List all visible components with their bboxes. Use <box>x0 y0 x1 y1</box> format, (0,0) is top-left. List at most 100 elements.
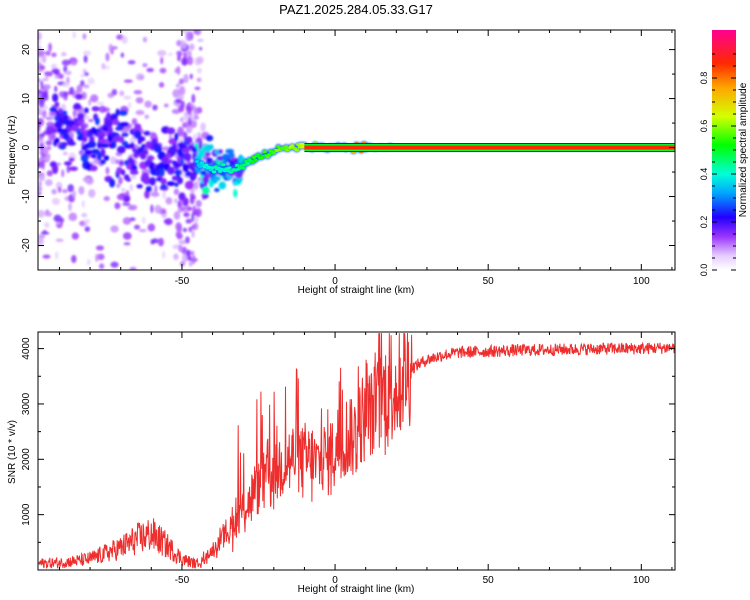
spectrogram-noise-blob <box>45 140 53 146</box>
spectrogram-noise-blob <box>40 132 45 137</box>
spectrogram-noise-blob <box>189 196 195 205</box>
spectrogram-noise-blob <box>82 68 87 73</box>
spectrogram-noise-blob <box>115 183 121 189</box>
spectrogram-core-blob <box>143 130 151 136</box>
snr-x-axis-label: Height of straight line (km) <box>298 584 415 595</box>
spectrogram-noise-blob <box>38 173 46 182</box>
spectrogram-core-blob <box>118 110 128 116</box>
spectrogram-noise-blob <box>123 79 133 83</box>
spectrogram-x-axis-label: Height of straight line (km) <box>298 285 415 296</box>
spectrogram-noise-blob <box>162 190 166 200</box>
spectrogram-noise-blob <box>182 227 188 233</box>
spectrogram-core-blob <box>140 153 147 160</box>
spectrogram-noise-blob <box>179 117 184 123</box>
spectrogram-noise-blob <box>192 133 198 140</box>
spectrogram-core-blob <box>134 123 142 131</box>
spectrogram-noise-blob <box>185 31 192 42</box>
spectrogram-noise-blob <box>197 38 204 42</box>
spectrogram-core-blob <box>91 106 100 112</box>
y-tick-label: 0 <box>21 144 32 150</box>
spectrogram-noise-blob <box>191 254 196 265</box>
spectrogram-core-blob <box>157 162 166 170</box>
spectrogram-core-blob <box>96 131 106 139</box>
spectrogram-noise-blob <box>118 176 123 185</box>
colorbar-tick-label: 0.2 <box>699 216 709 229</box>
spectrogram-noise-blob <box>176 40 182 47</box>
spectrogram-core-blob <box>197 148 207 157</box>
spectrogram-noise-blob <box>175 83 180 88</box>
spectrogram-noise-blob <box>178 239 188 245</box>
spectrogram-noise-blob <box>185 218 192 224</box>
spectrogram-core-blob <box>100 159 106 165</box>
spectrogram-noise-blob <box>38 40 42 45</box>
spectrogram-noise-blob <box>101 62 106 70</box>
spectrogram-noise-blob <box>167 52 173 56</box>
spectrogram-noise-blob <box>150 239 155 245</box>
colorbar-tick-label: 0.4 <box>699 168 709 181</box>
spectrogram-noise-blob <box>181 253 188 264</box>
spectrogram-noise-blob <box>72 190 77 198</box>
spectrogram-core-blob <box>123 195 131 203</box>
spectrogram-noise-blob <box>49 133 57 139</box>
spectrogram-core-blob <box>121 132 129 137</box>
spectrogram-core-blob <box>77 120 84 125</box>
spectrogram-noise-blob <box>116 193 126 201</box>
spectrogram-noise-blob <box>176 65 181 76</box>
spectrogram-noise-blob <box>68 86 75 94</box>
spectrogram-core-blob <box>103 155 110 161</box>
x-tick-label: 0 <box>332 276 338 287</box>
spectrogram-core-blob <box>49 128 58 133</box>
spectrogram-core-blob <box>136 184 143 189</box>
spectrogram-noise-blob <box>188 226 193 233</box>
spectrogram-noise-blob <box>154 204 162 214</box>
spectrogram-noise-blob <box>62 82 70 88</box>
chart-title: PAZ1.2025.284.05.33.G17 <box>279 2 433 17</box>
x-tick-label: 0 <box>332 575 338 586</box>
spectrogram-core-blob <box>174 169 183 176</box>
spectrogram-core-blob <box>218 181 227 190</box>
spectrogram-noise-blob <box>150 192 160 197</box>
x-tick-label: 100 <box>633 276 650 287</box>
spectrogram-frame <box>37 29 676 271</box>
spectrogram-noise-blob <box>51 188 57 195</box>
spectrogram-noise-blob <box>194 107 199 114</box>
spectrogram-core-blob <box>143 179 151 185</box>
colorbar-gradient <box>712 30 736 270</box>
spectrogram-noise-blob <box>186 249 192 257</box>
spectrogram-noise-blob <box>193 181 199 190</box>
spectrogram-noise-blob <box>120 52 125 58</box>
spectrogram-noise-blob <box>169 134 173 140</box>
spectrogram-noise-blob <box>178 79 183 85</box>
spectrogram-noise-blob <box>43 71 52 76</box>
spectrogram-noise-blob <box>44 211 53 217</box>
spectrogram-noise-blob <box>130 175 137 180</box>
spectrogram-ridge-core <box>250 160 255 164</box>
spectrogram-noise-blob <box>144 100 152 108</box>
spectrogram-noise-blob <box>183 212 190 218</box>
spectrogram-core-blob <box>218 149 223 154</box>
spectrogram-noise-blob <box>178 85 186 96</box>
spectrogram-noise-blob <box>83 222 88 227</box>
spectrogram-core-blob <box>209 144 214 150</box>
spectrogram-noise-blob <box>58 73 64 79</box>
spectrogram-noise-blob <box>108 43 113 53</box>
y-tick-label: 4000 <box>21 337 32 360</box>
y-tick-label: 10 <box>21 93 32 105</box>
spectrogram-noise-blob <box>38 117 45 127</box>
spectrogram-noise-blob <box>141 216 146 224</box>
spectrogram-noise-blob <box>196 77 202 83</box>
spectrogram-noise-blob <box>194 207 202 218</box>
spectrogram-noise-blob <box>88 188 96 198</box>
spectrogram-noise-blob <box>127 60 136 65</box>
spectrogram-noise-blob <box>68 212 78 222</box>
spectrogram-noise-blob <box>182 52 188 58</box>
spectrogram-core-blob <box>181 147 190 154</box>
snr-frame <box>37 331 676 571</box>
spectrogram-noise-blob <box>173 253 179 261</box>
snr-y-tick-labels: 4000 3000 2000 1000 <box>21 337 32 526</box>
spectrogram-noise-blob <box>38 180 42 188</box>
spectrogram-core-blob <box>130 141 135 149</box>
spectrogram-noise-blob <box>123 242 131 246</box>
spectrogram-noise-blob <box>188 261 193 267</box>
